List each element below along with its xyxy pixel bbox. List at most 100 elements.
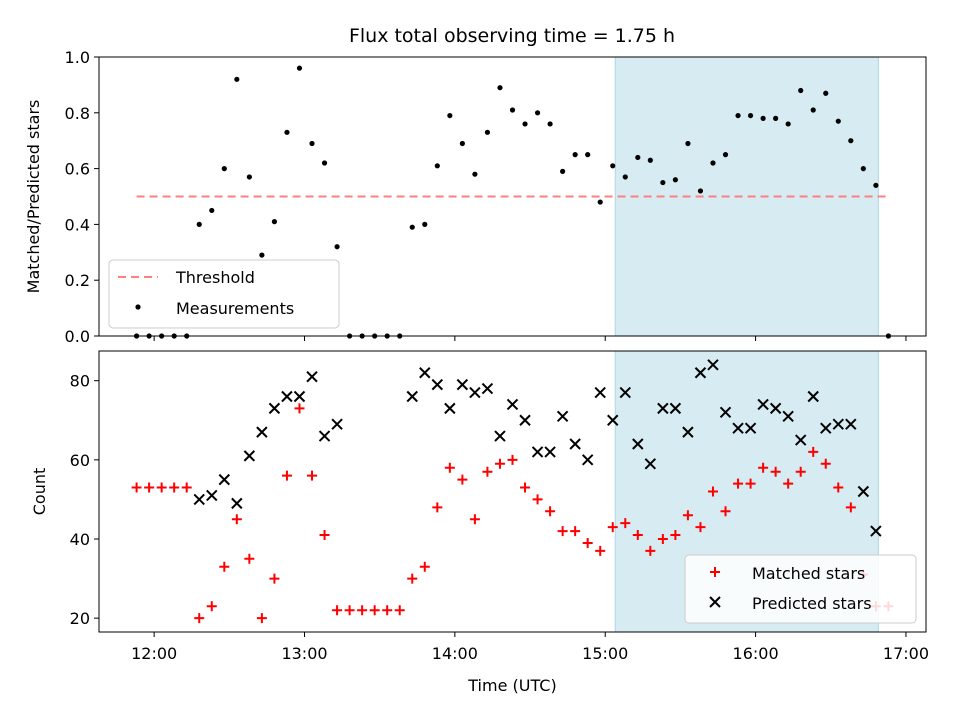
predicted-star-point (581, 454, 594, 466)
predicted-star-point (769, 402, 782, 415)
predicted-star-point (331, 418, 343, 430)
measurement-point (209, 207, 215, 214)
predicted-star-point (456, 378, 469, 391)
measurement-point (622, 174, 628, 180)
measurement-point (672, 177, 678, 183)
matched-star-point (532, 494, 543, 505)
measurement-point (798, 87, 804, 94)
measurement-point (823, 90, 829, 96)
predicted-star-point (707, 359, 719, 371)
measurement-point (296, 65, 303, 71)
matched-star-point (595, 545, 606, 556)
measurement-point (234, 76, 240, 82)
matched-star-point (206, 601, 217, 612)
measurement-point (196, 221, 202, 227)
matched-star-point (570, 526, 581, 537)
predicted-star-point (669, 402, 682, 415)
matched-star-point (332, 605, 343, 616)
measurement-point (271, 219, 278, 225)
predicted-star-point (732, 422, 744, 434)
matched-star-point (632, 530, 643, 541)
matched-star-point (319, 530, 330, 541)
matched-star-point (344, 605, 355, 616)
predicted-star-point (268, 402, 281, 415)
matched-star-point (294, 403, 305, 414)
x-tick-label: 14:00 (432, 644, 478, 663)
predicted-star-point (719, 406, 732, 419)
legend-measurements-label: Measurements (176, 299, 294, 318)
y-tick-label: 1.0 (65, 48, 90, 67)
matched-star-point (808, 446, 819, 457)
measurement-point (835, 118, 841, 124)
predicted-star-point (469, 386, 481, 399)
predicted-star-point (607, 414, 619, 426)
chart-title: Flux total observing time = 1.75 h (349, 25, 675, 47)
y-axis-label: Matched/Predicted stars (24, 100, 43, 294)
predicted-star-point (782, 410, 794, 423)
predicted-star-point (306, 371, 318, 383)
measurement-point (472, 171, 478, 177)
predicted-star-point (807, 390, 819, 403)
y-tick-label: 0.8 (65, 104, 90, 123)
matched-star-point (144, 482, 155, 493)
predicted-star-point (644, 458, 657, 470)
matched-star-point (670, 530, 681, 541)
legend-matched-label: Matched stars (752, 564, 865, 583)
predicted-star-point (419, 367, 431, 379)
measurement-point (785, 121, 791, 127)
predicted-star-point (757, 398, 769, 411)
predicted-star-point (870, 525, 882, 537)
matched-star-point (169, 482, 180, 493)
measurement-point (422, 221, 428, 227)
series-measurements (133, 65, 892, 339)
predicted-star-point (231, 497, 243, 510)
matched-star-point (256, 613, 267, 624)
y-tick-label: 0.2 (65, 271, 90, 290)
matched-star-point (645, 545, 656, 556)
matched-star-point (770, 466, 781, 477)
predicted-star-point (794, 434, 807, 446)
measurement-point (547, 121, 553, 127)
measurement-point (560, 168, 566, 174)
matched-star-point (695, 522, 706, 533)
matched-star-point (520, 482, 531, 493)
measurement-point (221, 166, 227, 172)
matched-star-point (783, 478, 794, 489)
measurement-point (647, 157, 653, 163)
legend-predicted-swatch (709, 596, 721, 608)
predicted-star-point (556, 410, 569, 423)
measurement-point (509, 107, 516, 113)
predicted-star-point (682, 426, 694, 438)
measurement-point (321, 160, 328, 166)
measurement-point (760, 115, 766, 121)
axes-frame (98, 350, 927, 633)
measurement-point (585, 152, 591, 158)
y-axis-label: Count (30, 468, 49, 516)
legend-box (108, 259, 340, 329)
legend-top: Threshold Measurements (108, 259, 340, 329)
measurement-point (334, 244, 340, 250)
predicted-star-point (519, 414, 531, 426)
matched-star-point (269, 573, 280, 584)
matched-star-point (231, 514, 242, 525)
predicted-star-point (694, 367, 707, 379)
matched-star-point (582, 537, 593, 548)
predicted-star-point (832, 418, 844, 430)
predicted-star-point (569, 438, 581, 450)
x-tick-label: 17:00 (883, 644, 929, 663)
matched-star-point (745, 478, 756, 489)
measurement-point (246, 174, 252, 180)
predicted-star-point (657, 402, 669, 415)
legend-matched-swatch (710, 567, 720, 577)
matched-star-point (820, 458, 831, 469)
measurement-point (484, 129, 491, 135)
matched-star-point (394, 605, 405, 616)
measurement-point (459, 140, 465, 147)
matched-star-point (357, 605, 368, 616)
measurement-point (597, 199, 603, 205)
measurement-point (873, 182, 879, 188)
measurement-point (848, 138, 854, 144)
matched-star-point (833, 482, 844, 493)
measurement-point (447, 112, 453, 119)
